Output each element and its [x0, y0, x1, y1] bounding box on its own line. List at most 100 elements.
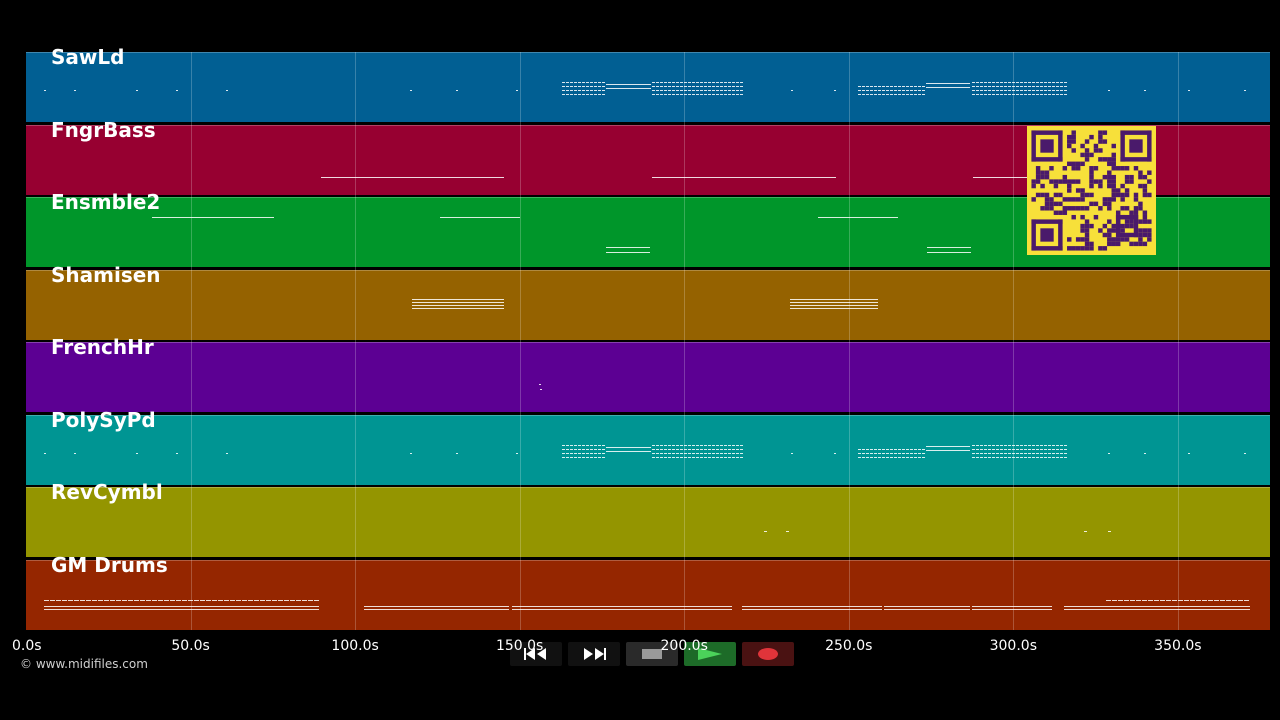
- note-mark: [1016, 452, 1019, 454]
- note-mark: [882, 86, 885, 87]
- note-mark: [594, 456, 597, 458]
- note-mark: [688, 94, 691, 95]
- note-mark: [212, 599, 217, 601]
- note-mark: [926, 83, 970, 84]
- note-mark: [582, 444, 585, 446]
- note-mark: [680, 456, 683, 458]
- fast-forward-button[interactable]: [568, 642, 620, 666]
- rewind-button[interactable]: [510, 642, 562, 666]
- note-mark: [1048, 86, 1051, 87]
- note-mark: [578, 86, 581, 87]
- note-mark: [1044, 444, 1047, 446]
- track-lane[interactable]: Shamisen: [26, 263, 1270, 340]
- note-mark: [728, 94, 731, 95]
- note-mark: [1016, 456, 1019, 458]
- note-mark: [1040, 90, 1043, 91]
- note-mark: [1060, 86, 1063, 87]
- track-lane[interactable]: SawLd: [26, 45, 1270, 122]
- note-mark: [866, 452, 869, 454]
- note-mark: [696, 82, 699, 83]
- note-mark: [44, 599, 49, 601]
- note-mark: [704, 86, 707, 87]
- note-mark: [918, 448, 921, 450]
- track-lane[interactable]: RevCymbl: [26, 480, 1270, 557]
- note-mark: [720, 444, 723, 446]
- note-mark: [660, 82, 663, 83]
- note-mark: [606, 450, 651, 452]
- time-label: 350.0s: [1154, 638, 1202, 654]
- note-mark: [1244, 452, 1246, 454]
- note-mark: [1016, 90, 1019, 91]
- note-mark: [566, 90, 569, 91]
- note-mark: [656, 448, 659, 450]
- note-mark: [578, 82, 581, 83]
- note-mark: [1032, 456, 1035, 458]
- record-button[interactable]: [742, 642, 794, 666]
- note-mark: [700, 444, 703, 446]
- note-mark: [176, 599, 181, 601]
- note-mark: [1056, 90, 1059, 91]
- note-mark: [696, 444, 699, 446]
- note-mark: [972, 82, 975, 83]
- note-mark: [134, 599, 139, 601]
- note-mark: [720, 456, 723, 458]
- note-mark: [1012, 456, 1015, 458]
- note-mark: [1040, 452, 1043, 454]
- note-mark: [1166, 599, 1171, 601]
- note-mark: [676, 82, 679, 83]
- note-mark: [248, 599, 253, 601]
- note-mark: [206, 599, 211, 601]
- play-button[interactable]: [684, 642, 736, 666]
- track-name: RevCymbl: [51, 480, 163, 504]
- stop-button[interactable]: [626, 642, 678, 666]
- note-mark: [598, 94, 601, 95]
- note-mark: [602, 452, 605, 454]
- note-mark: [590, 94, 593, 95]
- note-mark: [668, 452, 671, 454]
- note-mark: [910, 452, 913, 454]
- note-mark: [1056, 448, 1059, 450]
- note-mark: [918, 86, 921, 87]
- note-mark: [732, 82, 735, 83]
- track-lane[interactable]: GM Drums: [26, 553, 1270, 630]
- note-mark: [1052, 448, 1055, 450]
- note-mark: [680, 94, 683, 95]
- note-mark: [992, 444, 995, 446]
- note-mark: [570, 90, 573, 91]
- note-mark: [590, 452, 593, 454]
- note-mark: [1028, 456, 1031, 458]
- time-label: 100.0s: [331, 638, 379, 654]
- note-mark: [1056, 86, 1059, 87]
- note-mark: [996, 94, 999, 95]
- note-mark: [140, 599, 145, 601]
- note-mark: [996, 452, 999, 454]
- note-mark: [586, 456, 589, 458]
- note-mark: [910, 94, 913, 95]
- note-mark: [594, 86, 597, 87]
- track-lane[interactable]: PolySyPd: [26, 408, 1270, 485]
- note-mark: [660, 456, 663, 458]
- note-mark: [742, 605, 882, 607]
- note-mark: [724, 82, 727, 83]
- note-mark: [984, 452, 987, 454]
- note-mark: [170, 599, 175, 601]
- note-mark: [992, 94, 995, 95]
- track-lane[interactable]: FrenchHr: [26, 335, 1270, 412]
- note-mark: [1052, 86, 1055, 87]
- note-mark: [882, 452, 885, 454]
- note-mark: [1144, 90, 1146, 91]
- note-mark: [602, 456, 605, 458]
- note-mark: [574, 448, 577, 450]
- note-mark: [716, 448, 719, 450]
- note-mark: [574, 452, 577, 454]
- note-mark: [1048, 456, 1051, 458]
- note-mark: [660, 94, 663, 95]
- note-mark: [980, 452, 983, 454]
- note-mark: [578, 90, 581, 91]
- note-mark: [176, 452, 178, 454]
- record-icon: [758, 648, 778, 660]
- note-mark: [736, 452, 739, 454]
- note-mark: [906, 86, 909, 87]
- note-mark: [720, 94, 723, 95]
- note-mark: [704, 94, 707, 95]
